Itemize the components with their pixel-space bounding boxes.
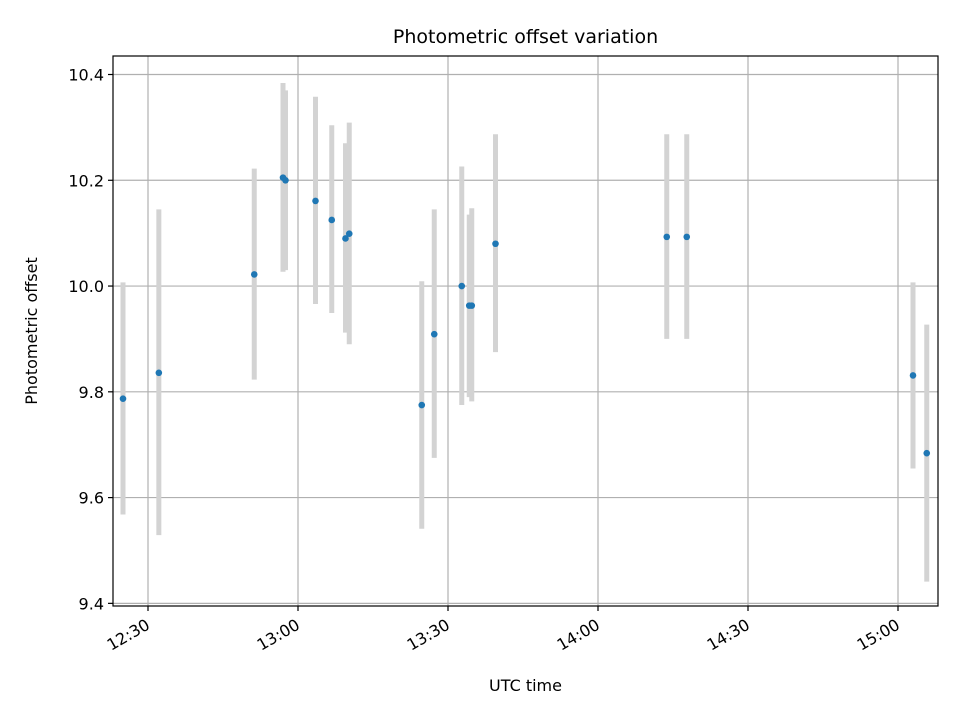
data-point	[663, 233, 671, 241]
chart-title: Photometric offset variation	[393, 26, 658, 48]
plot-frame	[112, 55, 939, 607]
data-point	[345, 230, 353, 237]
data-point	[342, 235, 349, 242]
y-axis-label: Photometric offset	[22, 257, 41, 405]
data-point	[418, 401, 426, 409]
data-point	[923, 449, 931, 457]
data-point	[155, 369, 163, 377]
data-point	[250, 271, 258, 278]
data-point	[683, 233, 691, 241]
data-point	[458, 282, 466, 290]
data-point	[909, 372, 917, 379]
y-axis-ticks: 9.4 9.6 9.8 10.0 10.2 10.4	[68, 66, 113, 613]
data-point	[119, 395, 127, 402]
data-point	[468, 302, 476, 309]
data-point	[282, 176, 289, 184]
y-tick-label: 9.4	[79, 594, 104, 613]
data-point	[312, 197, 319, 205]
y-tick-label: 10.2	[68, 171, 104, 190]
data-point	[430, 330, 438, 338]
y-tick-label: 10.4	[68, 66, 104, 85]
data-points	[119, 174, 931, 457]
x-axis-label: UTC time	[489, 676, 562, 695]
y-tick-label: 9.8	[79, 383, 104, 402]
data-point	[328, 216, 336, 224]
y-tick-label: 9.6	[79, 489, 104, 508]
data-point	[492, 240, 499, 248]
grid-lines	[113, 56, 938, 606]
y-tick-label: 10.0	[68, 277, 104, 296]
